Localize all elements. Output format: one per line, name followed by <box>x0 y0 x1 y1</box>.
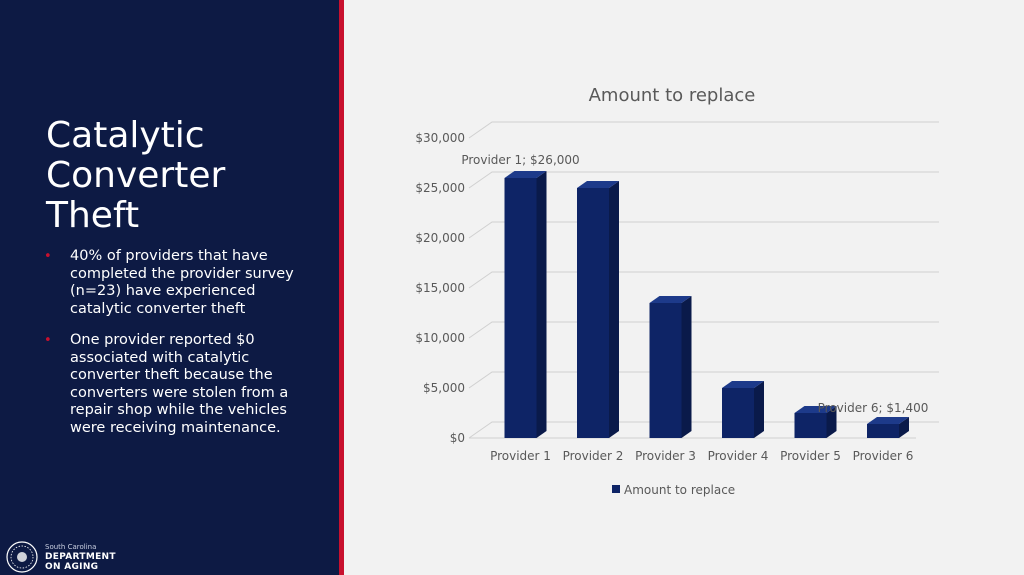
department-logo: South Carolina DEPARTMENT ON AGING <box>5 541 116 573</box>
bar-chart: Amount to replace $0 $5,000 $10,000 $15,000… <box>415 85 939 497</box>
bullet-list: • 40% of providers that have completed th… <box>44 248 319 451</box>
bar-top <box>504 171 547 178</box>
slide-title: Catalytic Converter Theft <box>46 115 226 236</box>
left-panel: Catalytic Converter Theft • 40% of provid… <box>0 0 339 575</box>
y-axis-ticks: $0 $5,000 $10,000 $15,000 $20,000 $25,000 $30,… <box>415 131 465 445</box>
data-labels: Provider 1; $26,000 Provider 6; $1,400 <box>461 153 928 415</box>
chart-title: Amount to replace <box>589 85 756 106</box>
bullet-item: • One provider reported $0 associated wit… <box>44 332 319 437</box>
gridline <box>468 221 939 239</box>
bar-top <box>722 381 764 388</box>
bar <box>649 296 692 438</box>
bar-side <box>609 181 619 438</box>
y-tick-label: $30,000 <box>415 131 465 145</box>
accent-stripe <box>339 0 344 575</box>
chart-legend: Amount to replace <box>612 483 735 497</box>
logo-on-aging: ON AGING <box>45 562 99 572</box>
bar-front <box>794 413 827 438</box>
data-label: Provider 6; $1,400 <box>818 401 929 415</box>
y-tick-label: $15,000 <box>415 281 465 295</box>
data-label: Provider 1; $26,000 <box>461 153 579 167</box>
y-tick-label: $5,000 <box>423 381 465 395</box>
x-tick-label: Provider 6 <box>853 449 914 463</box>
y-tick-label: $10,000 <box>415 331 465 345</box>
bar <box>794 406 837 438</box>
bar-top <box>577 181 619 188</box>
x-tick-label: Provider 2 <box>563 449 624 463</box>
logo-state: South Carolina <box>45 543 97 551</box>
bullet-dot-icon: • <box>44 249 52 264</box>
gridline <box>468 421 939 439</box>
bar-top <box>867 417 909 424</box>
y-tick-label: $20,000 <box>415 231 465 245</box>
legend-swatch <box>612 485 620 493</box>
bar-front <box>504 178 537 438</box>
bar-side <box>536 171 547 438</box>
x-tick-label: Provider 5 <box>780 449 841 463</box>
bar-side <box>754 381 764 438</box>
bar-front <box>649 303 682 438</box>
gridline <box>468 321 939 339</box>
bar-top <box>649 296 692 303</box>
bar <box>577 181 619 438</box>
logo-text: South Carolina DEPARTMENT ON AGING <box>45 542 116 572</box>
gridline <box>468 271 939 289</box>
bullet-item: • 40% of providers that have completed th… <box>44 248 319 318</box>
gridline <box>468 371 939 389</box>
gridline <box>468 171 939 189</box>
seal-icon <box>6 541 38 573</box>
bar-front <box>867 424 899 438</box>
bar <box>867 417 909 438</box>
logo-department: DEPARTMENT <box>45 552 116 562</box>
bullet-dot-icon: • <box>44 333 52 348</box>
x-tick-label: Provider 3 <box>635 449 696 463</box>
bar <box>504 171 547 438</box>
chart-bars <box>504 171 909 438</box>
bar-top <box>794 406 837 413</box>
bar-side <box>681 296 692 438</box>
bullet-text: 40% of providers that have completed the… <box>70 248 294 317</box>
y-tick-label: $0 <box>450 431 465 445</box>
bar-side <box>826 406 837 438</box>
bullet-text: One provider reported $0 associated with… <box>70 332 289 436</box>
chart-gridlines <box>468 121 939 439</box>
legend-label: Amount to replace <box>624 483 735 497</box>
x-tick-label: Provider 4 <box>708 449 769 463</box>
gridline <box>468 121 939 139</box>
bar-front <box>577 188 609 438</box>
bar-front <box>722 388 754 438</box>
x-axis-ticks: Provider 1 Provider 2 Provider 3 Provider 4… <box>490 449 913 463</box>
y-tick-label: $25,000 <box>415 181 465 195</box>
bar <box>722 381 764 438</box>
x-tick-label: Provider 1 <box>490 449 551 463</box>
